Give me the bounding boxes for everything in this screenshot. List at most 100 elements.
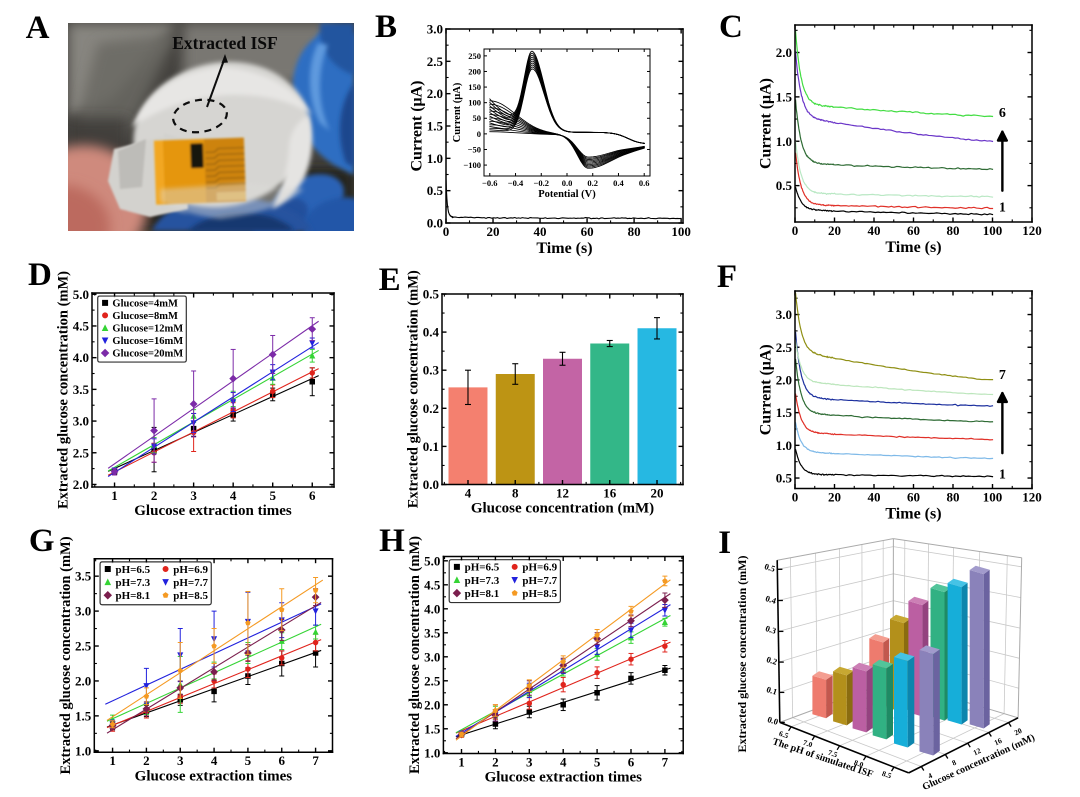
svg-text:80: 80 — [628, 224, 641, 239]
svg-text:3.0: 3.0 — [776, 307, 792, 322]
svg-text:Glucose=16mM: Glucose=16mM — [112, 336, 183, 347]
svg-text:4: 4 — [230, 488, 237, 503]
svg-text:0.5: 0.5 — [427, 183, 444, 198]
svg-text:0.4: 0.4 — [423, 325, 440, 340]
svg-text:pH=7.3: pH=7.3 — [465, 575, 500, 587]
svg-text:2.5: 2.5 — [424, 673, 441, 688]
svg-text:Glucose extraction times: Glucose extraction times — [485, 770, 643, 786]
svg-text:0.5: 0.5 — [763, 561, 776, 574]
svg-text:1: 1 — [458, 755, 465, 770]
svg-text:Glucose extraction times: Glucose extraction times — [135, 768, 293, 784]
svg-text:20: 20 — [828, 490, 841, 505]
svg-text:Extracted glucose concentratio: Extracted glucose concentration (mM) — [56, 271, 72, 509]
svg-text:0.3: 0.3 — [423, 363, 440, 378]
svg-text:pH=6.9: pH=6.9 — [173, 564, 208, 576]
svg-text:Glucose=12mM: Glucose=12mM — [112, 324, 183, 335]
svg-text:3.0: 3.0 — [427, 22, 443, 37]
svg-text:1: 1 — [111, 488, 118, 503]
svg-text:20: 20 — [828, 223, 841, 238]
svg-text:100: 100 — [468, 98, 481, 108]
svg-text:Current (μA): Current (μA) — [757, 78, 774, 169]
svg-text:1.0: 1.0 — [427, 151, 443, 166]
svg-text:16: 16 — [603, 486, 617, 501]
svg-text:20: 20 — [487, 224, 500, 239]
svg-text:Current (μA): Current (μA) — [757, 344, 774, 435]
svg-text:2.0: 2.0 — [424, 697, 440, 712]
svg-text:6: 6 — [278, 753, 285, 768]
svg-text:pH=7.7: pH=7.7 — [173, 577, 208, 589]
svg-text:1.5: 1.5 — [427, 119, 444, 134]
svg-text:16: 16 — [993, 736, 1004, 747]
svg-text:Glucose extraction times: Glucose extraction times — [134, 503, 292, 519]
svg-text:−0.2: −0.2 — [534, 178, 549, 188]
svg-text:0: 0 — [477, 129, 481, 139]
svg-text:8: 8 — [950, 758, 957, 768]
svg-text:2: 2 — [492, 755, 499, 770]
svg-text:pH=8.1: pH=8.1 — [115, 590, 150, 602]
svg-text:4.5: 4.5 — [73, 318, 90, 333]
svg-text:120: 120 — [1022, 490, 1042, 505]
svg-text:pH=7.3: pH=7.3 — [115, 577, 150, 589]
svg-text:12: 12 — [972, 746, 983, 757]
svg-text:2.5: 2.5 — [776, 340, 793, 355]
svg-text:Glucose=20mM: Glucose=20mM — [112, 349, 183, 360]
svg-text:1.5: 1.5 — [776, 405, 793, 420]
svg-text:2.0: 2.0 — [427, 86, 443, 101]
svg-text:0.4: 0.4 — [764, 593, 778, 606]
svg-text:2.0: 2.0 — [75, 673, 91, 688]
svg-text:2.0: 2.0 — [776, 372, 792, 387]
svg-text:3.0: 3.0 — [75, 604, 91, 619]
svg-text:pH=6.9: pH=6.9 — [522, 562, 557, 574]
svg-text:8: 8 — [512, 486, 519, 501]
svg-text:20: 20 — [1013, 726, 1024, 737]
svg-text:0.2: 0.2 — [423, 401, 439, 416]
svg-text:120: 120 — [1022, 223, 1042, 238]
svg-text:3.0: 3.0 — [424, 649, 440, 664]
svg-text:2.5: 2.5 — [75, 639, 92, 654]
svg-text:1.0: 1.0 — [776, 134, 792, 149]
svg-text:3.5: 3.5 — [424, 625, 441, 640]
svg-text:0.2: 0.2 — [587, 178, 598, 188]
svg-text:4: 4 — [465, 486, 472, 501]
svg-text:1.5: 1.5 — [776, 89, 793, 104]
svg-text:20: 20 — [651, 486, 664, 501]
svg-text:3: 3 — [526, 755, 533, 770]
svg-text:0.4: 0.4 — [613, 178, 624, 188]
svg-text:3.5: 3.5 — [73, 382, 90, 397]
svg-text:0.5: 0.5 — [423, 287, 440, 302]
svg-text:40: 40 — [868, 223, 881, 238]
svg-text:Glucose=8mM: Glucose=8mM — [112, 311, 178, 322]
svg-text:1: 1 — [999, 200, 1006, 215]
svg-text:8.5: 8.5 — [881, 769, 893, 781]
svg-text:Current (μA): Current (μA) — [408, 81, 425, 172]
svg-text:100: 100 — [983, 490, 1003, 505]
svg-text:0: 0 — [792, 490, 799, 505]
svg-text:1.0: 1.0 — [424, 745, 440, 760]
svg-text:2.0: 2.0 — [776, 45, 792, 60]
svg-text:−50: −50 — [468, 144, 481, 154]
svg-text:Extracted glucose concentratio: Extracted glucose concentration (mM) — [58, 536, 74, 774]
svg-text:3: 3 — [190, 488, 197, 503]
svg-text:60: 60 — [581, 224, 594, 239]
svg-text:2: 2 — [151, 488, 158, 503]
svg-text:100: 100 — [983, 223, 1003, 238]
svg-text:7.5: 7.5 — [827, 748, 839, 760]
svg-text:200: 200 — [468, 66, 481, 76]
svg-text:4: 4 — [926, 771, 933, 781]
svg-text:5.0: 5.0 — [424, 553, 440, 568]
svg-text:3: 3 — [177, 753, 184, 768]
svg-text:2: 2 — [143, 753, 150, 768]
svg-text:pH=7.7: pH=7.7 — [522, 575, 557, 587]
svg-text:−0.4: −0.4 — [508, 178, 524, 188]
svg-text:Current (μA): Current (μA) — [452, 82, 463, 142]
svg-text:7: 7 — [662, 755, 669, 770]
svg-text:0.0: 0.0 — [423, 477, 439, 492]
svg-text:80: 80 — [947, 490, 960, 505]
svg-text:2.0: 2.0 — [73, 477, 89, 492]
svg-text:−0.6: −0.6 — [482, 178, 497, 188]
svg-text:pH=8.5: pH=8.5 — [173, 590, 208, 602]
svg-text:1.0: 1.0 — [776, 438, 792, 453]
svg-text:Extracted ISF: Extracted ISF — [172, 33, 277, 53]
svg-text:40: 40 — [534, 224, 547, 239]
svg-text:Potential (V): Potential (V) — [538, 189, 596, 200]
